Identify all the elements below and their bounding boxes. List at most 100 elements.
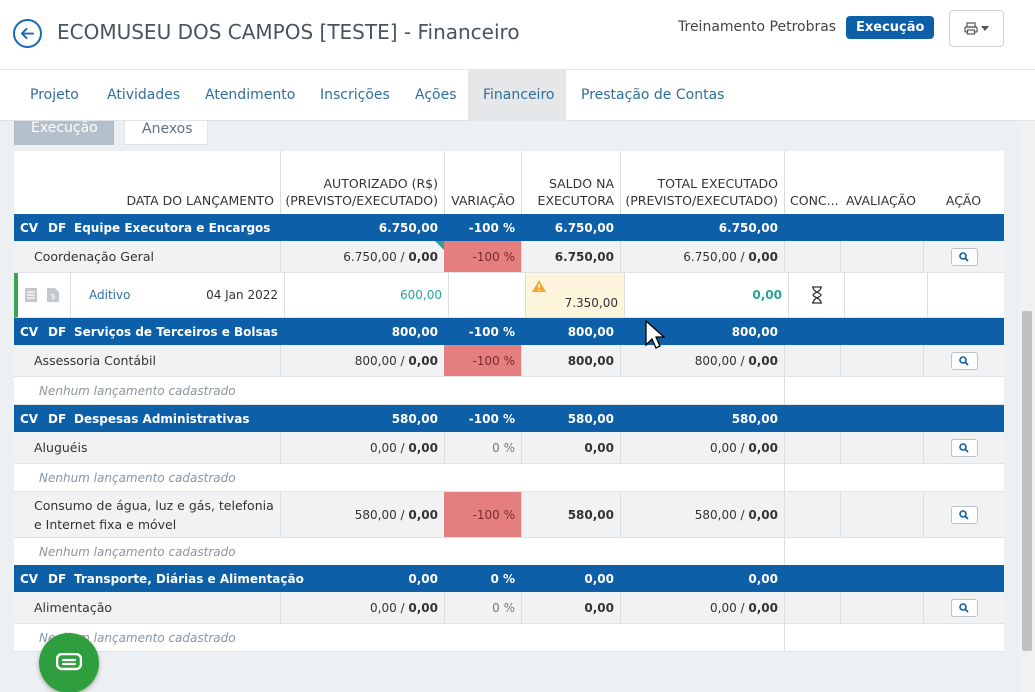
table-row: Aluguéis 0,00 / 0,00 0 % 0,00 0,00 / 0,0… [14, 432, 1004, 464]
group-row: CV DF Despesas Administrativas 580,00 -1… [14, 405, 1004, 432]
tab-acoes[interactable]: Ações [415, 87, 457, 103]
main-nav: Projeto Atividades Atendimento Inscriçõe… [0, 69, 1035, 121]
status-badge: Execução [846, 16, 935, 39]
item-name: Assessoria Contábil [34, 353, 156, 368]
group-authorized: 580,00 [391, 411, 438, 426]
view-details-button[interactable] [950, 351, 978, 370]
page-header: ECOMUSEU DOS CAMPOS [TESTE] - Financeiro… [0, 0, 1035, 69]
tab-inscricoes[interactable]: Inscrições [320, 87, 390, 103]
tab-prestacao-contas[interactable]: Prestação de Contas [581, 87, 725, 103]
empty-row: Nenhum lançamento cadastrado [14, 624, 1004, 652]
group-name: Serviços de Terceiros e Bolsas [74, 324, 278, 339]
item-total: 580,00 / 0,00 [620, 492, 784, 537]
entry-divider [70, 273, 71, 317]
header-action: AÇÃO [945, 193, 982, 208]
search-icon [959, 442, 969, 453]
chat-icon [56, 653, 82, 671]
item-evaluation [840, 492, 923, 537]
subtab-anexos[interactable]: Anexos [124, 121, 208, 145]
item-variation: 0 % [444, 432, 521, 463]
empty-divider [784, 624, 785, 651]
entry-total: 0,00 [624, 273, 788, 317]
table-row: Alimentação 0,00 / 0,00 0 % 0,00 0,00 / … [14, 592, 1004, 624]
group-code-df: DF [48, 571, 67, 586]
header-date: DATA DO LANÇAMENTO [126, 193, 274, 208]
item-evaluation [840, 241, 923, 272]
group-row: CV DF Serviços de Terceiros e Bolsas 800… [14, 318, 1004, 345]
entry-label[interactable]: Aditivo [89, 288, 131, 302]
item-variation: -100 % [444, 345, 521, 376]
entry-date: 04 Jan 2022 [206, 288, 278, 302]
view-details-button[interactable] [950, 505, 978, 524]
view-details-button[interactable] [950, 438, 978, 457]
item-authorized: 580,00 / 0,00 [280, 492, 444, 537]
group-balance: 800,00 [567, 324, 614, 339]
vertical-scrollbar[interactable] [1019, 121, 1035, 692]
group-name: Equipe Executora e Encargos [74, 220, 271, 235]
item-balance: 800,00 [521, 345, 620, 376]
page-title: ECOMUSEU DOS CAMPOS [TESTE] - Financeiro [57, 20, 520, 44]
chat-button[interactable] [39, 633, 99, 692]
entry-evaluation [844, 273, 927, 317]
item-variation: 0 % [444, 592, 521, 623]
empty-message: Nenhum lançamento cadastrado [39, 470, 236, 485]
item-conc [784, 492, 840, 537]
group-balance: 0,00 [584, 571, 614, 586]
entry-action [927, 273, 1008, 317]
item-action [923, 592, 1004, 623]
view-details-button[interactable] [950, 598, 978, 617]
item-name: Coordenação Geral [34, 249, 154, 264]
header-conc: CONC... [784, 151, 840, 214]
group-code-cv: CV [20, 324, 39, 339]
item-total: 0,00 / 0,00 [620, 592, 784, 623]
item-evaluation [840, 432, 923, 463]
item-variation: -100 % [444, 492, 521, 537]
header-evaluation: AVALIAÇÃO [846, 193, 916, 208]
tab-financeiro[interactable]: Financeiro [468, 70, 566, 121]
back-button[interactable] [13, 19, 42, 48]
subtab-execucao[interactable]: Execução [14, 121, 114, 145]
item-variation: -100 % [444, 241, 521, 272]
entry-balance: 7.350,00 [525, 273, 624, 317]
group-code-cv: CV [20, 220, 39, 235]
group-variation: -100 % [468, 324, 515, 339]
item-action [923, 492, 1004, 537]
tab-projeto[interactable]: Projeto [30, 87, 79, 103]
arrow-left-icon [20, 27, 35, 40]
empty-divider [784, 538, 785, 565]
item-balance: 0,00 [521, 592, 620, 623]
search-icon [959, 509, 969, 520]
item-balance: 580,00 [521, 492, 620, 537]
empty-row: Nenhum lançamento cadastrado [14, 377, 1004, 405]
hourglass-icon [811, 286, 822, 304]
empty-row: Nenhum lançamento cadastrado [14, 538, 1004, 566]
document-icon[interactable] [24, 273, 42, 317]
scrollbar-thumb[interactable] [1022, 311, 1032, 651]
item-balance: 0,00 [521, 432, 620, 463]
corner-marker-icon [435, 241, 444, 250]
item-conc [784, 345, 840, 376]
tab-atividades[interactable]: Atividades [107, 87, 181, 103]
group-variation: -100 % [468, 220, 515, 235]
print-menu-button[interactable] [949, 10, 1004, 47]
item-conc [784, 241, 840, 272]
tab-atendimento[interactable]: Atendimento [205, 87, 296, 103]
group-code-cv: CV [20, 571, 39, 586]
mouse-cursor-icon [645, 320, 665, 349]
view-details-button[interactable] [950, 247, 978, 266]
group-balance: 580,00 [567, 411, 614, 426]
entry-value: 600,00 [284, 273, 448, 317]
table-header: DATA DO LANÇAMENTO AUTORIZADO (R$) (PREV… [14, 151, 1004, 214]
item-total: 0,00 / 0,00 [620, 432, 784, 463]
group-code-cv: CV [20, 411, 39, 426]
invoice-icon[interactable]: $ [46, 273, 64, 317]
item-total: 6.750,00 / 0,00 [620, 241, 784, 272]
search-icon [959, 355, 969, 366]
header-total: TOTAL EXECUTADO (PREVISTO/EXECUTADO) [620, 151, 784, 214]
header-balance: SALDO NA EXECUTORA [521, 151, 620, 214]
empty-message: Nenhum lançamento cadastrado [39, 544, 236, 559]
entry-variation [448, 273, 525, 317]
printer-icon [964, 22, 978, 35]
content-area: Execução Anexos DATA DO LANÇAMENTO AUTOR… [0, 121, 1019, 692]
item-evaluation [840, 592, 923, 623]
